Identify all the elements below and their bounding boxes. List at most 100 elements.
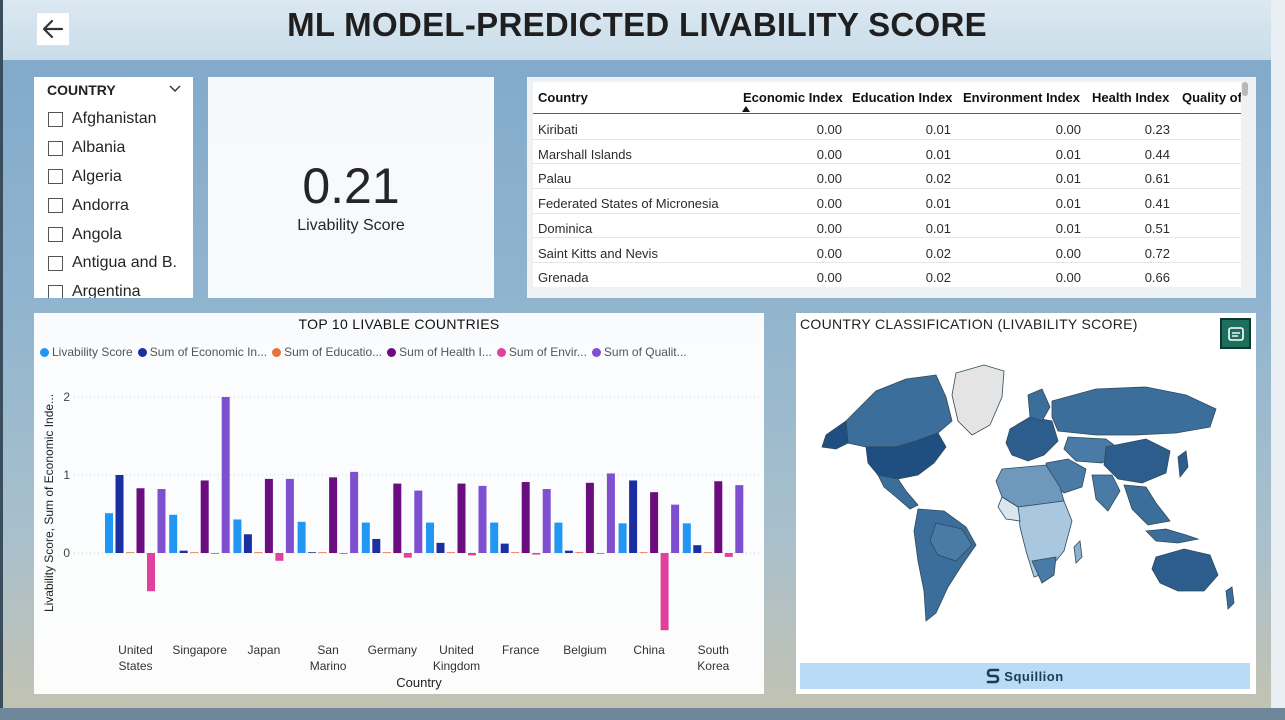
column-header-quality[interactable]: Quality of bbox=[1182, 90, 1241, 105]
bar[interactable] bbox=[169, 514, 178, 553]
legend-item[interactable]: Sum of Health I... bbox=[387, 345, 492, 359]
bar[interactable] bbox=[564, 550, 573, 553]
legend-item[interactable]: Livability Score bbox=[40, 345, 133, 359]
bar[interactable] bbox=[221, 397, 230, 553]
bar[interactable] bbox=[426, 522, 434, 553]
bar[interactable] bbox=[714, 481, 723, 553]
bar[interactable] bbox=[490, 522, 499, 553]
checkbox[interactable] bbox=[48, 227, 63, 243]
column-header-education[interactable]: Education Index bbox=[852, 90, 953, 105]
checkbox[interactable] bbox=[48, 140, 63, 156]
bar[interactable] bbox=[671, 504, 680, 553]
focus-mode-button[interactable] bbox=[1220, 318, 1251, 349]
checkbox[interactable] bbox=[48, 111, 63, 127]
bar[interactable] bbox=[179, 550, 188, 553]
bar[interactable] bbox=[382, 552, 391, 554]
column-header-country[interactable]: Country bbox=[538, 90, 588, 105]
checkbox[interactable] bbox=[48, 255, 63, 271]
table-row[interactable]: Saint Kitts and Nevis 0.00 0.02 0.00 0.72 bbox=[533, 239, 1241, 264]
slicer-item[interactable]: Argentina bbox=[48, 278, 178, 298]
slicer-item[interactable]: Algeria bbox=[48, 163, 178, 192]
table-row[interactable]: Marshall Islands 0.00 0.01 0.01 0.44 bbox=[533, 140, 1241, 165]
bar[interactable] bbox=[447, 552, 455, 554]
table-row[interactable]: Grenada 0.00 0.02 0.00 0.66 bbox=[533, 263, 1241, 287]
checkbox[interactable] bbox=[48, 198, 63, 214]
back-button[interactable] bbox=[36, 12, 70, 46]
bar[interactable] bbox=[457, 483, 466, 553]
column-header-health[interactable]: Health Index bbox=[1092, 90, 1170, 105]
legend-item[interactable]: Sum of Educatio... bbox=[272, 345, 382, 359]
slicer-item[interactable]: Angola bbox=[48, 220, 178, 249]
bar[interactable] bbox=[735, 485, 744, 553]
bar[interactable] bbox=[629, 480, 638, 553]
column-header-environment[interactable]: Environment Index bbox=[963, 90, 1081, 105]
bar[interactable] bbox=[403, 553, 412, 558]
bar[interactable] bbox=[157, 489, 166, 553]
chevron-down-icon[interactable] bbox=[169, 84, 181, 94]
bar[interactable] bbox=[511, 552, 520, 554]
bar[interactable] bbox=[585, 482, 594, 553]
slicer-item[interactable]: Afghanistan bbox=[48, 105, 178, 134]
bar[interactable] bbox=[115, 475, 124, 553]
cell-value: 0.00 bbox=[816, 220, 842, 236]
bar[interactable] bbox=[297, 521, 306, 553]
bar[interactable] bbox=[618, 523, 627, 553]
bar[interactable] bbox=[575, 552, 584, 554]
bar[interactable] bbox=[554, 522, 563, 553]
column-header-economic[interactable]: Economic Index bbox=[743, 90, 843, 105]
bar[interactable] bbox=[350, 471, 359, 553]
table-row[interactable]: Kiribati 0.00 0.01 0.00 0.23 bbox=[533, 115, 1241, 140]
bar[interactable] bbox=[682, 523, 691, 553]
bar[interactable] bbox=[650, 492, 659, 553]
checkbox[interactable] bbox=[48, 284, 63, 298]
bar[interactable] bbox=[136, 488, 145, 553]
bar[interactable] bbox=[147, 553, 155, 592]
vertical-scrollbar[interactable] bbox=[1242, 82, 1248, 96]
legend-item[interactable]: Sum of Qualit... bbox=[591, 345, 687, 359]
bar[interactable] bbox=[254, 552, 263, 554]
bar[interactable] bbox=[285, 478, 294, 553]
bar[interactable] bbox=[318, 552, 327, 554]
bar[interactable] bbox=[264, 478, 273, 553]
legend-item[interactable]: Sum of Economic In... bbox=[137, 345, 267, 359]
bar[interactable] bbox=[500, 543, 509, 553]
slicer-item[interactable]: Albania bbox=[48, 134, 178, 163]
brand-bar[interactable]: Squillion bbox=[800, 663, 1250, 689]
table-row[interactable]: Federated States of Micronesia 0.00 0.01 0.… bbox=[533, 189, 1241, 214]
bar[interactable] bbox=[693, 545, 702, 553]
bar[interactable] bbox=[660, 553, 669, 631]
bar[interactable] bbox=[308, 552, 317, 554]
slicer-item[interactable]: Andorra bbox=[48, 191, 178, 220]
world-map[interactable] bbox=[806, 351, 1246, 641]
bar[interactable] bbox=[126, 552, 134, 554]
bar[interactable] bbox=[211, 553, 220, 554]
bar[interactable] bbox=[606, 473, 615, 553]
bar[interactable] bbox=[532, 553, 541, 555]
bar[interactable] bbox=[233, 519, 242, 553]
bar[interactable] bbox=[521, 482, 530, 553]
bar[interactable] bbox=[243, 534, 252, 553]
bar[interactable] bbox=[639, 552, 648, 554]
legend-item[interactable]: Sum of Envir... bbox=[496, 345, 587, 359]
bar[interactable] bbox=[478, 485, 487, 553]
bar[interactable] bbox=[724, 553, 733, 557]
checkbox[interactable] bbox=[48, 169, 63, 185]
bar[interactable] bbox=[329, 477, 338, 553]
bar[interactable] bbox=[703, 552, 712, 554]
bar[interactable] bbox=[414, 490, 423, 553]
bar[interactable] bbox=[190, 552, 199, 554]
bar[interactable] bbox=[436, 542, 445, 553]
bar[interactable] bbox=[596, 553, 605, 554]
bar[interactable] bbox=[275, 553, 284, 561]
table-row[interactable]: Palau 0.00 0.02 0.01 0.61 bbox=[533, 164, 1241, 190]
bar[interactable] bbox=[393, 483, 402, 553]
bar[interactable] bbox=[339, 553, 348, 554]
table-row[interactable]: Dominica 0.00 0.01 0.01 0.51 bbox=[533, 214, 1241, 239]
bar[interactable] bbox=[542, 489, 551, 553]
bar[interactable] bbox=[468, 553, 476, 556]
slicer-item[interactable]: Antigua and B... bbox=[48, 249, 178, 278]
bar[interactable] bbox=[361, 522, 370, 553]
bar[interactable] bbox=[372, 538, 381, 553]
bar[interactable] bbox=[105, 513, 113, 553]
bar[interactable] bbox=[200, 480, 209, 553]
